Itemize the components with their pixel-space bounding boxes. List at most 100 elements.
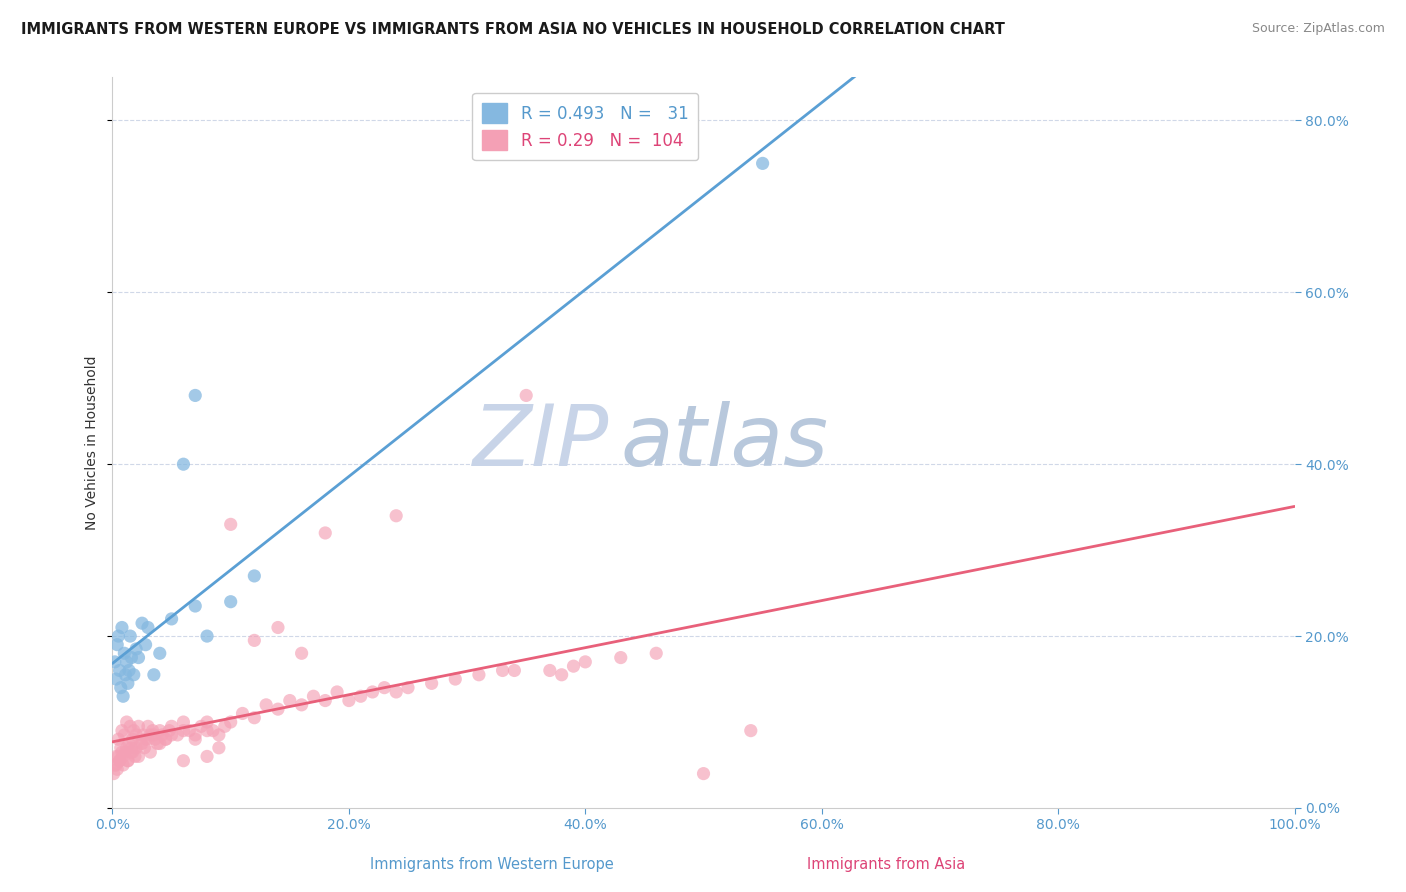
Point [112, 728, 135, 742]
Point [136, 719, 159, 733]
Point [146, 737, 169, 751]
Point [134, 740, 156, 755]
Point [219, 517, 242, 532]
Point [114, 745, 136, 759]
Point [562, 659, 585, 673]
Text: Source: ZipAtlas.com: Source: ZipAtlas.com [1251, 22, 1385, 36]
Point [128, 650, 150, 665]
Point [120, 650, 142, 665]
Point [361, 685, 384, 699]
Point [155, 732, 177, 747]
Point [195, 749, 218, 764]
Point [122, 723, 145, 738]
Text: atlas: atlas [621, 401, 828, 484]
Point [108, 754, 131, 768]
Point [243, 569, 266, 583]
Point [195, 629, 218, 643]
Point [267, 620, 290, 634]
Point [142, 723, 165, 738]
Point [142, 728, 165, 742]
Point [692, 766, 714, 780]
Point [107, 749, 129, 764]
Point [121, 732, 143, 747]
Point [118, 664, 141, 678]
Point [104, 758, 127, 772]
Point [108, 754, 131, 768]
Point [110, 681, 132, 695]
Point [219, 714, 242, 729]
Point [131, 737, 153, 751]
Point [120, 745, 142, 759]
Point [160, 719, 183, 733]
Point [166, 728, 188, 742]
Point [160, 612, 183, 626]
Point [125, 642, 148, 657]
Point [117, 754, 139, 768]
Point [111, 723, 134, 738]
Point [110, 740, 132, 755]
Text: Immigrants from Asia: Immigrants from Asia [807, 857, 965, 872]
Point [550, 667, 572, 681]
Point [610, 650, 633, 665]
Point [385, 508, 408, 523]
Point [114, 667, 136, 681]
Point [118, 737, 141, 751]
Point [337, 693, 360, 707]
Point [132, 728, 155, 742]
Point [302, 690, 325, 704]
Point [208, 740, 231, 755]
Point [105, 758, 128, 772]
Point [184, 388, 207, 402]
Point [149, 646, 172, 660]
Point [117, 676, 139, 690]
Point [112, 690, 135, 704]
Point [105, 672, 128, 686]
Point [350, 690, 373, 704]
Point [214, 719, 236, 733]
Point [149, 723, 172, 738]
Text: Immigrants from Western Europe: Immigrants from Western Europe [370, 857, 614, 872]
Point [254, 698, 277, 712]
Point [243, 711, 266, 725]
Point [385, 685, 408, 699]
Point [219, 595, 242, 609]
Point [128, 749, 150, 764]
Point [111, 745, 134, 759]
Point [120, 740, 142, 755]
Point [515, 388, 537, 402]
Point [135, 638, 157, 652]
Point [291, 646, 314, 660]
Point [291, 698, 314, 712]
Point [172, 457, 194, 471]
Point [115, 714, 138, 729]
Text: IMMIGRANTS FROM WESTERN EUROPE VS IMMIGRANTS FROM ASIA NO VEHICLES IN HOUSEHOLD : IMMIGRANTS FROM WESTERN EUROPE VS IMMIGR… [21, 22, 1005, 37]
Point [136, 620, 159, 634]
Point [120, 629, 142, 643]
Point [112, 749, 135, 764]
Point [139, 745, 162, 759]
Point [104, 655, 127, 669]
Point [195, 723, 218, 738]
Point [125, 740, 148, 755]
Point [157, 723, 180, 738]
Point [115, 655, 138, 669]
Point [105, 638, 128, 652]
Point [112, 646, 135, 660]
Point [396, 681, 419, 695]
Point [160, 728, 183, 742]
Point [142, 667, 165, 681]
Point [231, 706, 253, 721]
Point [120, 719, 142, 733]
Point [172, 754, 194, 768]
Point [108, 664, 131, 678]
Point [373, 681, 395, 695]
Point [420, 676, 443, 690]
Text: ZIP: ZIP [472, 401, 609, 484]
Point [184, 599, 207, 613]
Point [751, 156, 773, 170]
Point [107, 732, 129, 747]
Point [136, 732, 159, 747]
Point [444, 672, 467, 686]
Point [122, 667, 145, 681]
Point [314, 525, 336, 540]
